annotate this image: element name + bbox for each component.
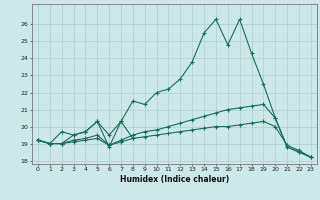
X-axis label: Humidex (Indice chaleur): Humidex (Indice chaleur) [120,175,229,184]
